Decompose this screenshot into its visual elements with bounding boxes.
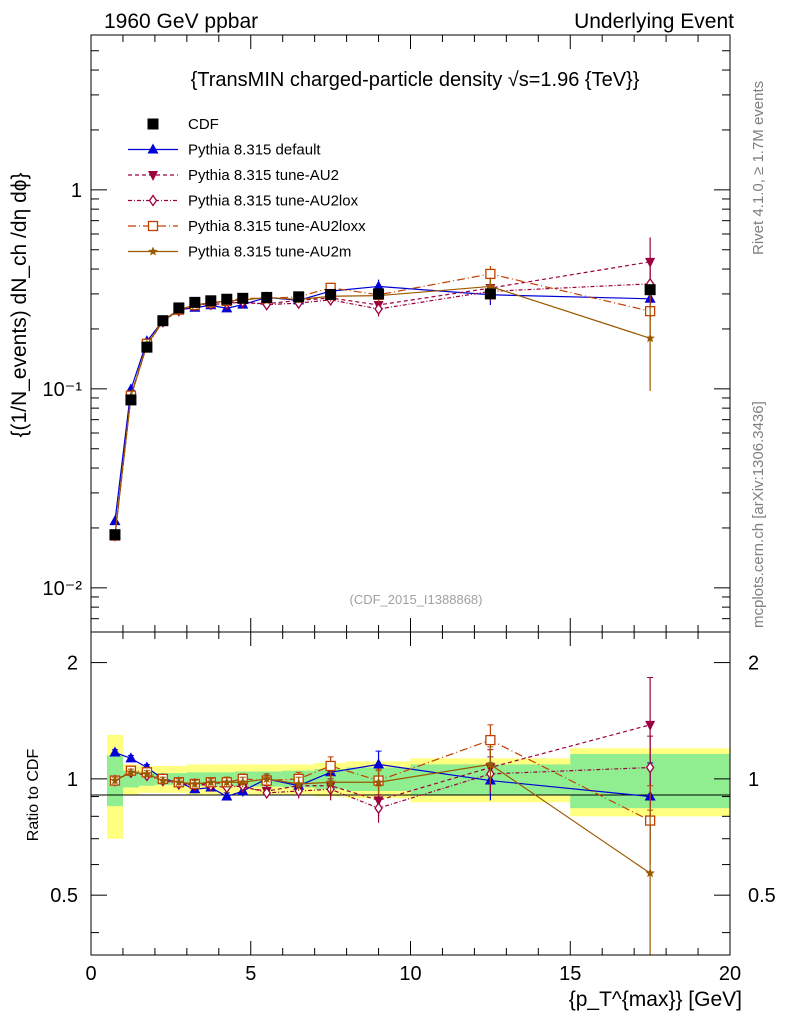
cdf-point [173, 302, 185, 314]
main-axis-ticks: 10⁻² 10⁻¹ 1 [43, 34, 731, 633]
series-5-ratio-point [126, 767, 136, 777]
series-5-ratio-point [293, 779, 304, 788]
legend-marker [148, 171, 158, 181]
chart-title: {TransMIN charged-particle density √s=1.… [191, 69, 640, 91]
x-tick-label: 0 [85, 963, 96, 985]
cdf-point [325, 288, 337, 300]
legend: CDF Pythia 8.315 default Pythia 8.315 tune… [128, 116, 366, 261]
series-2-point [645, 257, 656, 268]
legend-marker [148, 246, 158, 256]
series-5-ratio-point [373, 777, 384, 787]
series-4-line [114, 273, 651, 536]
ratio-y-tick-label-right: 1 [748, 769, 759, 791]
header-right: Underlying Event [574, 10, 734, 33]
legend-label: Pythia 8.315 tune-AU2lox [188, 193, 359, 210]
series-2-ratio-line [114, 724, 651, 801]
ratio-y-tick-label-right: 0.5 [748, 885, 776, 907]
analysis-id: (CDF_2015_I1388868) [350, 592, 483, 607]
ratio-axis-ticks: 0 5 10 15 20 0.5 0.5 1 1 2 2 [50, 632, 776, 985]
ratio-y-tick-label: 1 [67, 769, 78, 791]
series-5-ratio-point [238, 777, 248, 787]
header-left: 1960 GeV ppbar [104, 10, 258, 33]
series-5-point [485, 281, 496, 291]
y-tick-label: 10⁻¹ [43, 379, 83, 401]
legend-label: Pythia 8.315 tune-AU2m [188, 244, 351, 261]
ratio-panel: 0 5 10 15 20 0.5 0.5 1 1 2 2 Ratio to CDF {p_T^{ma… [25, 631, 776, 1011]
side-label-bottom: mcplots.cern.ch [arXiv:1306.3436] [750, 401, 767, 628]
series-4-ratio-point [485, 734, 496, 746]
series-3-ratio-line [114, 766, 651, 809]
series-5-ratio-point [110, 775, 120, 785]
series-5-ratio-point [158, 775, 168, 785]
y-tick-label: 1 [71, 180, 82, 202]
legend-marker [147, 118, 159, 130]
cdf-point [221, 293, 233, 305]
series-4-point [485, 268, 496, 280]
series-5-ratio-point [222, 777, 232, 787]
cdf-point [373, 288, 385, 300]
series-2-ratio-point [645, 720, 656, 731]
cdf-point [125, 394, 137, 406]
series-1-line [114, 285, 651, 522]
cdf-point [293, 291, 305, 303]
main-data-layer [109, 237, 656, 542]
series-5-ratio-point [190, 779, 200, 788]
ratio-y-tick-label: 0.5 [50, 885, 78, 907]
series-5-ratio-point [325, 777, 336, 787]
series-5-ratio-point [174, 777, 184, 787]
series-3-ratio-point [262, 786, 272, 799]
x-axis-label: {p_T^{max}} [GeV] [569, 988, 742, 1011]
cdf-point [109, 529, 121, 541]
cdf-point [157, 315, 169, 327]
x-tick-label: 15 [559, 963, 581, 985]
series-5-ratio-point [206, 777, 216, 787]
ratio-y-tick-label-right: 2 [748, 653, 759, 675]
cdf-point [237, 292, 249, 304]
series-3-ratio-point [374, 801, 383, 815]
series-3-line [114, 283, 651, 536]
series-5-line [114, 285, 651, 536]
legend-marker [147, 220, 159, 232]
series-3-ratio-point [645, 761, 655, 774]
x-tick-label: 5 [245, 963, 256, 985]
cdf-point [189, 296, 201, 308]
ratio-data-layer [109, 676, 656, 955]
series-1-ratio-point [125, 752, 137, 763]
series-5-ratio-point [262, 773, 272, 783]
series-5-ratio-point [142, 768, 152, 778]
y-axis-label: {(1/N_events) dN_ch /dη dϕ} [8, 172, 31, 437]
series-1-ratio-point [109, 746, 121, 757]
legend-label: CDF [188, 116, 219, 133]
x-tick-label: 20 [719, 963, 741, 985]
series-5-ratio-point [485, 759, 496, 769]
series-1-point [109, 515, 121, 526]
main-panel: {TransMIN charged-particle density √s=1.… [8, 34, 731, 633]
series-3-point [374, 302, 383, 316]
series-5-point [645, 333, 655, 343]
series-5-ratio-point [645, 868, 655, 878]
legend-marker [147, 143, 159, 154]
legend-label: Pythia 8.315 tune-AU2loxx [188, 218, 366, 235]
series-1-point [373, 280, 385, 291]
series-4-ratio-point [325, 760, 336, 772]
side-label-top: Rivet 4.1.0, ≥ 1.7M events [750, 81, 767, 255]
legend-marker [148, 194, 158, 207]
ratio-y-tick-label: 2 [67, 653, 78, 675]
y-tick-label: 10⁻² [43, 578, 83, 600]
ratio-uncertainty-bands [106, 734, 730, 839]
ratio-y-axis-label: Ratio to CDF [25, 749, 42, 842]
cdf-point [205, 295, 217, 307]
cdf-point [644, 284, 656, 296]
x-tick-label: 10 [399, 963, 421, 985]
cdf-point [141, 341, 153, 353]
legend-label: Pythia 8.315 default [188, 142, 321, 159]
cdf-point [484, 288, 496, 300]
cdf-point [261, 291, 273, 303]
legend-label: Pythia 8.315 tune-AU2 [188, 167, 339, 184]
series-1-ratio-point [373, 758, 385, 769]
series-1-ratio-point [221, 790, 233, 801]
